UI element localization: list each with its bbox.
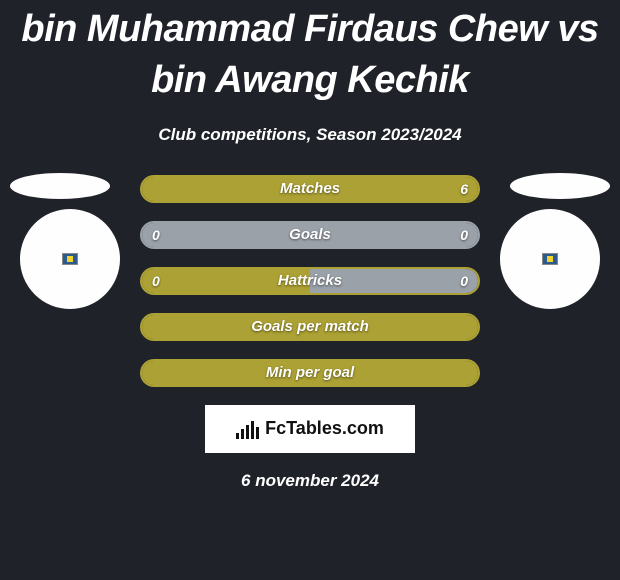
- player-left-shadow: [10, 173, 110, 199]
- stat-row: 0 0 Hattricks: [140, 267, 480, 295]
- stat-value-right: 0: [460, 273, 468, 289]
- stat-value-left: 0: [152, 227, 160, 243]
- comparison-body: 6 Matches 0 0 Goals 0 0 Hattricks Goals per matc…: [0, 175, 620, 387]
- stat-row: Min per goal: [140, 359, 480, 387]
- stat-value-right: 6: [460, 181, 468, 197]
- stat-value-left: 0: [152, 273, 160, 289]
- stat-row: 0 0 Goals: [140, 221, 480, 249]
- stat-label: Matches: [280, 180, 340, 197]
- flag-icon: [62, 253, 78, 265]
- comparison-subtitle: Club competitions, Season 2023/2024: [0, 125, 620, 145]
- stat-label: Min per goal: [266, 364, 354, 381]
- player-left-avatar: [20, 209, 120, 309]
- player-right-shadow: [510, 173, 610, 199]
- stat-label: Hattricks: [278, 272, 342, 289]
- stat-rows: 6 Matches 0 0 Goals 0 0 Hattricks Goals per matc…: [140, 175, 480, 387]
- stat-row: 6 Matches: [140, 175, 480, 203]
- flag-icon: [542, 253, 558, 265]
- stat-row: Goals per match: [140, 313, 480, 341]
- comparison-date: 6 november 2024: [0, 471, 620, 491]
- stat-label: Goals: [289, 226, 331, 243]
- fctables-label: FcTables.com: [265, 418, 384, 439]
- stat-bar-left: [142, 223, 310, 247]
- player-right-avatar: [500, 209, 600, 309]
- stat-bar-right: [310, 223, 478, 247]
- fctables-logo-icon: [236, 419, 259, 439]
- stat-label: Goals per match: [251, 318, 369, 335]
- comparison-title: bin Muhammad Firdaus Chew vs bin Awang K…: [0, 0, 620, 107]
- fctables-banner: FcTables.com: [205, 405, 415, 453]
- stat-value-right: 0: [460, 227, 468, 243]
